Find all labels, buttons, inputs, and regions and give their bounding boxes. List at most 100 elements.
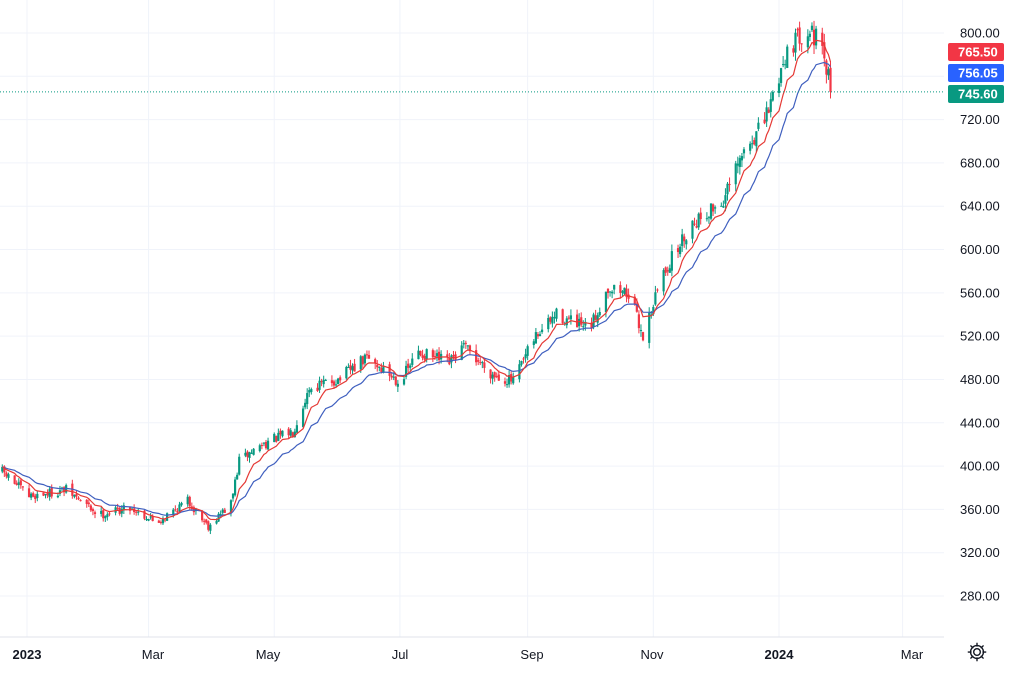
candle <box>784 59 787 70</box>
candle <box>165 512 169 522</box>
candle <box>769 92 772 118</box>
candle <box>695 219 698 229</box>
candle <box>794 28 797 61</box>
candle <box>209 523 212 535</box>
x-tick-label: Mar <box>142 647 165 662</box>
candle <box>526 344 529 361</box>
candle <box>707 215 711 224</box>
candle <box>367 350 371 360</box>
candle <box>322 375 325 388</box>
candle <box>753 137 756 146</box>
candle <box>670 244 673 277</box>
candle <box>792 45 795 57</box>
price-tag-price: 745.60 <box>948 85 1004 103</box>
price-tag-fast-ma: 765.50 <box>948 43 1004 61</box>
candle <box>407 358 410 373</box>
candle <box>814 25 818 50</box>
x-tick-label: Mar <box>901 647 924 662</box>
candle <box>363 353 366 367</box>
candle <box>203 518 206 525</box>
candle <box>757 117 760 132</box>
candle <box>685 239 688 250</box>
candle <box>89 504 92 512</box>
candle <box>376 360 379 372</box>
candle <box>477 357 480 366</box>
candle <box>567 315 570 320</box>
candle <box>79 499 82 502</box>
candle <box>417 345 420 360</box>
y-tick-label: 680.00 <box>960 155 1000 170</box>
candle <box>491 371 494 385</box>
y-tick-label: 400.00 <box>960 459 1000 474</box>
candle <box>62 486 66 497</box>
candle <box>231 493 235 502</box>
candle <box>699 207 702 225</box>
y-tick-label: 360.00 <box>960 502 1000 517</box>
x-axis[interactable]: 2023 Mar May Jul Sep Nov 2024 Mar <box>13 647 924 662</box>
candle <box>679 243 682 258</box>
candle <box>258 443 261 453</box>
candle <box>388 361 391 382</box>
candle <box>765 101 768 128</box>
candle <box>378 366 381 372</box>
gear-icon[interactable] <box>966 641 988 663</box>
candle <box>738 155 741 175</box>
candle <box>277 428 280 442</box>
y-tick-label: 280.00 <box>960 589 1000 604</box>
y-tick-label: 520.00 <box>960 329 1000 344</box>
fast-ma-line <box>2 39 832 521</box>
y-tick-label: 720.00 <box>960 112 1000 127</box>
candle <box>524 348 527 363</box>
y-tick-label: 600.00 <box>960 242 1000 257</box>
candle <box>683 233 686 248</box>
candle <box>36 491 39 502</box>
candle <box>21 486 24 491</box>
candle <box>122 502 125 515</box>
candle <box>260 442 263 450</box>
candle <box>394 375 397 387</box>
candle <box>19 479 22 489</box>
candle <box>186 494 189 507</box>
candle <box>87 499 90 507</box>
candle <box>324 378 327 381</box>
candle <box>289 428 292 438</box>
candle <box>347 363 350 368</box>
candle <box>207 520 210 532</box>
grid <box>0 0 944 638</box>
candle <box>104 515 107 522</box>
candle <box>625 284 628 303</box>
candle <box>641 331 645 342</box>
candle <box>508 370 511 388</box>
y-tick-label: 440.00 <box>960 415 1000 430</box>
candle <box>664 266 667 277</box>
candle <box>91 507 95 516</box>
y-tick-label: 320.00 <box>960 545 1000 560</box>
candle <box>580 312 583 328</box>
candle <box>147 518 150 522</box>
candle <box>479 357 482 366</box>
candle <box>174 505 177 512</box>
candle <box>281 430 284 438</box>
candle <box>77 496 80 501</box>
candle <box>128 506 132 515</box>
candle <box>454 351 457 364</box>
candle <box>705 212 708 222</box>
candle <box>205 518 208 525</box>
candle <box>334 379 338 388</box>
candle <box>693 217 696 227</box>
candle <box>777 77 781 98</box>
candle <box>538 331 542 337</box>
candle <box>823 33 826 67</box>
candle <box>829 61 832 99</box>
candle <box>46 489 49 499</box>
x-tick-label: May <box>256 647 281 662</box>
candle <box>608 291 612 297</box>
candle <box>575 309 579 328</box>
candle <box>275 435 278 443</box>
candle <box>149 513 152 520</box>
candle <box>273 432 276 443</box>
y-axis[interactable]: 800.00 720.00 680.00 640.00 600.00 560.00 520.… <box>960 26 1000 604</box>
candle <box>1 464 4 474</box>
